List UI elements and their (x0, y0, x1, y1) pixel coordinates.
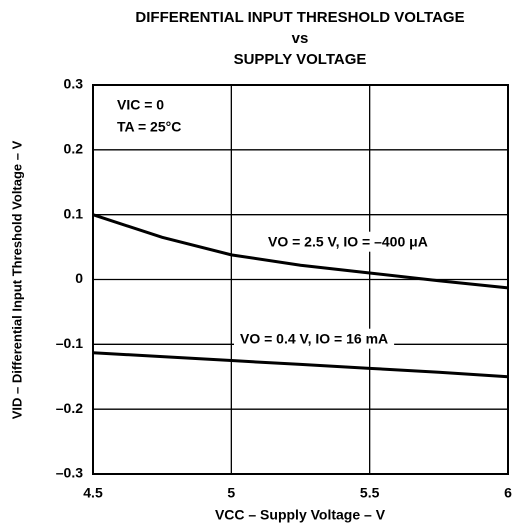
series-line (92, 213, 509, 290)
chart-title: DIFFERENTIAL INPUT THRESHOLD VOLTAGE (135, 9, 464, 26)
y-tick-label: –0.3 (56, 465, 83, 481)
annotation: VIC = 0 (117, 97, 164, 113)
label-background (262, 231, 434, 252)
chart-title: vs (292, 30, 309, 47)
plot-frame (92, 84, 509, 475)
series-label: VO = 0.4 V, IO = 16 mA (240, 331, 388, 347)
x-tick-label: 4.5 (83, 485, 103, 501)
y-tick-label: 0.2 (64, 141, 84, 157)
x-tick-label: 6 (504, 485, 512, 501)
chart-title: SUPPLY VOLTAGE (234, 51, 367, 68)
series-label: VO = 2.5 V, IO = –400 μA (268, 234, 428, 250)
y-tick-label: –0.2 (56, 400, 83, 416)
series-line (92, 351, 509, 379)
label-background (234, 328, 395, 349)
y-tick-label: –0.1 (56, 335, 83, 351)
x-axis-label: VCC – Supply Voltage – V (215, 507, 386, 523)
x-tick-label: 5 (227, 485, 235, 501)
y-tick-label: 0 (75, 270, 83, 286)
x-tick-label: 5.5 (360, 485, 380, 501)
y-tick-label: 0.1 (64, 205, 84, 221)
y-axis-label: VID – Differential Input Threshold Volta… (9, 140, 24, 419)
annotation: TA = 25°C (117, 119, 181, 135)
y-tick-label: 0.3 (64, 76, 84, 92)
